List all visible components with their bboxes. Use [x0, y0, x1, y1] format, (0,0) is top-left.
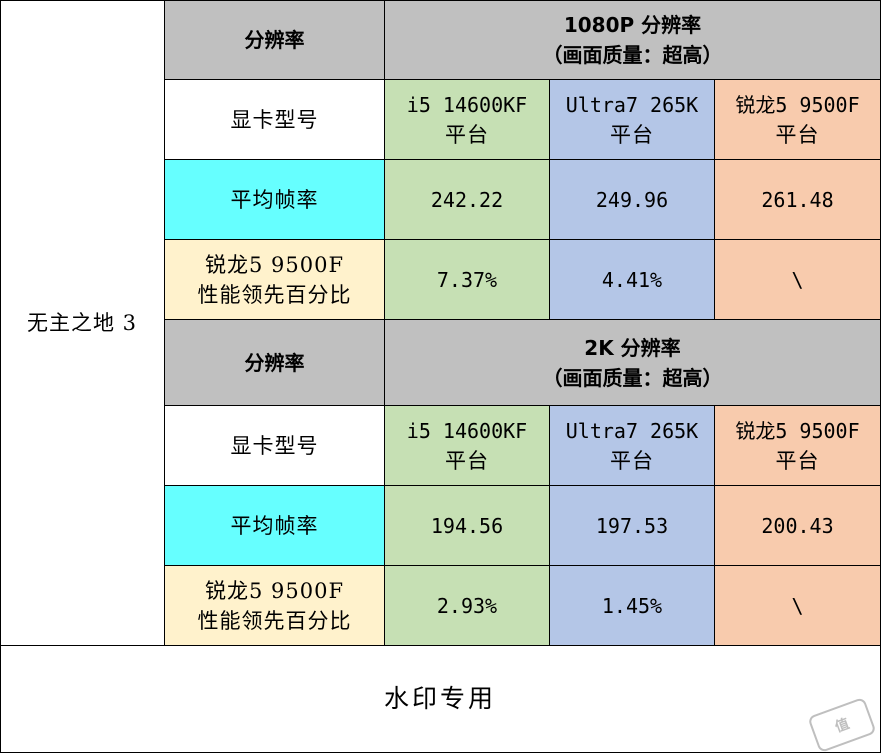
avg-fps-label: 平均帧率 [230, 513, 319, 538]
footer-text: 水印专用 [383, 684, 496, 713]
gpu-label-cell: 显卡型号 [165, 406, 385, 486]
platform-suffix: 平台 [444, 122, 489, 147]
lead-label-line2: 性能领先百分比 [197, 608, 352, 633]
platform-name: i5 14600KF [406, 92, 528, 117]
avg-fps-value: 261.48 [761, 187, 834, 212]
avg-fps-cell: 261.48 [715, 160, 881, 240]
avg-fps-cell: 200.43 [715, 486, 881, 566]
section-title-cell: 1080P 分辨率 （画面质量：超高） [385, 0, 881, 80]
section-title: 2K 分辨率 [584, 335, 681, 360]
lead-value: \ [791, 267, 804, 292]
avg-fps-value: 242.22 [430, 187, 504, 212]
section-title: 1080P 分辨率 [563, 12, 702, 37]
resolution-label-cell: 分辨率 [165, 0, 385, 80]
resolution-label: 分辨率 [244, 27, 305, 52]
platform-suffix: 平台 [775, 448, 820, 473]
lead-label-line2: 性能领先百分比 [197, 282, 352, 307]
avg-fps-cell: 249.96 [550, 160, 715, 240]
lead-value: 7.37% [436, 267, 498, 292]
platform-cell-ryzen5: 锐龙5 9500F 平台 [715, 406, 881, 486]
gpu-label: 显卡型号 [230, 107, 319, 132]
lead-value: 2.93% [436, 593, 498, 618]
platform-cell-intel-i5: i5 14600KF 平台 [385, 80, 550, 160]
lead-value: \ [791, 593, 804, 618]
lead-cell: 4.41% [550, 240, 715, 320]
footer-cell: 水印专用 [0, 646, 881, 753]
avg-fps-label-cell: 平均帧率 [165, 160, 385, 240]
avg-fps-cell: 242.22 [385, 160, 550, 240]
avg-fps-value: 249.96 [595, 187, 669, 212]
avg-fps-label: 平均帧率 [230, 187, 319, 212]
lead-cell: 7.37% [385, 240, 550, 320]
platform-cell-intel-i5: i5 14600KF 平台 [385, 406, 550, 486]
avg-fps-value: 194.56 [430, 513, 504, 538]
platform-cell-ryzen5: 锐龙5 9500F 平台 [715, 80, 881, 160]
lead-value: 1.45% [601, 593, 663, 618]
lead-cell: 1.45% [550, 566, 715, 646]
lead-value: 4.41% [601, 267, 663, 292]
platform-suffix: 平台 [775, 122, 820, 147]
platform-name: i5 14600KF [406, 418, 528, 443]
platform-suffix: 平台 [609, 448, 654, 473]
gpu-label: 显卡型号 [230, 433, 319, 458]
lead-cell: \ [715, 240, 881, 320]
platform-name: 锐龙5 9500F [735, 418, 860, 443]
lead-label-line1: 锐龙5 9500F [204, 252, 345, 277]
lead-label-line1: 锐龙5 9500F [204, 578, 345, 603]
section-subtitle: （画面质量：超高） [542, 365, 723, 390]
section-subtitle: （画面质量：超高） [542, 42, 723, 67]
lead-cell: 2.93% [385, 566, 550, 646]
platform-name: 锐龙5 9500F [735, 92, 860, 117]
platform-suffix: 平台 [444, 448, 489, 473]
platform-cell-ultra7: Ultra7 265K 平台 [550, 406, 715, 486]
platform-suffix: 平台 [609, 122, 654, 147]
gpu-label-cell: 显卡型号 [165, 80, 385, 160]
avg-fps-cell: 194.56 [385, 486, 550, 566]
resolution-label-cell: 分辨率 [165, 320, 385, 406]
lead-cell: \ [715, 566, 881, 646]
avg-fps-value: 197.53 [595, 513, 669, 538]
platform-name: Ultra7 265K [565, 92, 699, 117]
lead-label-cell: 锐龙5 9500F 性能领先百分比 [165, 240, 385, 320]
section-title-cell: 2K 分辨率 （画面质量：超高） [385, 320, 881, 406]
avg-fps-value: 200.43 [761, 513, 834, 538]
platform-name: Ultra7 265K [565, 418, 699, 443]
game-name: 无主之地 3 [26, 310, 138, 335]
avg-fps-cell: 197.53 [550, 486, 715, 566]
platform-cell-ultra7: Ultra7 265K 平台 [550, 80, 715, 160]
game-name-cell: 无主之地 3 [0, 0, 165, 646]
resolution-label: 分辨率 [244, 350, 305, 375]
avg-fps-label-cell: 平均帧率 [165, 486, 385, 566]
lead-label-cell: 锐龙5 9500F 性能领先百分比 [165, 566, 385, 646]
